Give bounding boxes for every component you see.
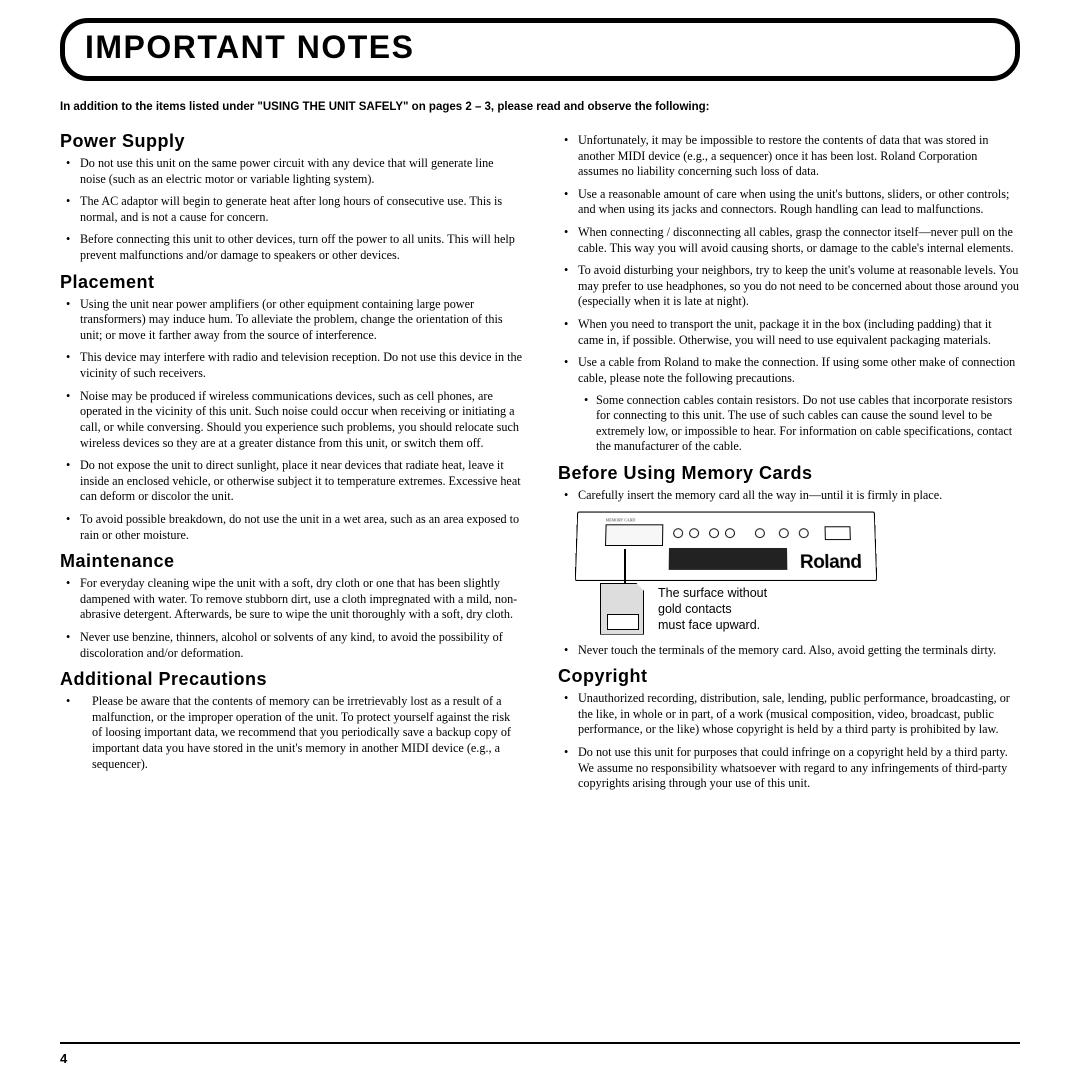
content-columns: Power Supply Do not use this unit on the…: [60, 123, 1020, 799]
diagram-caption: The surface without gold contacts must f…: [658, 585, 767, 634]
caption-line: gold contacts: [658, 602, 732, 616]
list-item: Use a cable from Roland to make the conn…: [578, 355, 1020, 455]
list-item: Do not expose the unit to direct sunligh…: [80, 458, 522, 505]
heading-power-supply: Power Supply: [60, 131, 522, 152]
device-rear-panel-icon: MEMORY CARD Roland: [575, 511, 877, 580]
list-item: When you need to transport the unit, pac…: [578, 317, 1020, 348]
left-column: Power Supply Do not use this unit on the…: [60, 123, 522, 799]
page-title: IMPORTANT NOTES: [85, 29, 995, 66]
brand-logo: Roland: [800, 552, 862, 574]
list-item: The AC adaptor will begin to generate he…: [80, 194, 522, 225]
list-memory-2: Never touch the terminals of the memory …: [558, 643, 1020, 659]
heading-memory: Before Using Memory Cards: [558, 463, 1020, 484]
heading-maintenance: Maintenance: [60, 551, 522, 572]
list-item: To avoid possible breakdown, do not use …: [80, 512, 522, 543]
list-item: Please be aware that the contents of mem…: [80, 694, 522, 772]
caption-line: must face upward.: [658, 618, 760, 632]
caption-line: The surface without: [658, 586, 767, 600]
list-item: Do not use this unit for purposes that c…: [578, 745, 1020, 792]
list-copyright: Unauthorized recording, distribution, sa…: [558, 691, 1020, 792]
page-number: 4: [60, 1051, 67, 1066]
list-item-text: Use a cable from Roland to make the conn…: [578, 355, 1015, 385]
footer-rule: [60, 1042, 1020, 1045]
list-item: When connecting / disconnecting all cabl…: [578, 225, 1020, 256]
list-item: Before connecting this unit to other dev…: [80, 232, 522, 263]
list-item: This device may interfere with radio and…: [80, 350, 522, 381]
heading-additional: Additional Precautions: [60, 669, 522, 690]
intro-text: In addition to the items listed under "U…: [60, 101, 1020, 113]
list-item: Do not use this unit on the same power c…: [80, 156, 522, 187]
memory-card-icon: [600, 583, 644, 635]
title-frame: IMPORTANT NOTES: [60, 18, 1020, 81]
list-item: Noise may be produced if wireless commun…: [80, 389, 522, 451]
list-item: For everyday cleaning wipe the unit with…: [80, 576, 522, 623]
heading-placement: Placement: [60, 272, 522, 293]
list-memory: Carefully insert the memory card all the…: [558, 488, 1020, 504]
right-column: Unfortunately, it may be impossible to r…: [558, 123, 1020, 799]
list-item: Never use benzine, thinners, alcohol or …: [80, 630, 522, 661]
list-power-supply: Do not use this unit on the same power c…: [60, 156, 522, 264]
heading-copyright: Copyright: [558, 666, 1020, 687]
list-item: Unauthorized recording, distribution, sa…: [578, 691, 1020, 738]
list-placement: Using the unit near power amplifiers (or…: [60, 297, 522, 544]
list-maintenance: For everyday cleaning wipe the unit with…: [60, 576, 522, 661]
list-item: Unfortunately, it may be impossible to r…: [578, 133, 1020, 180]
list-item: Use a reasonable amount of care when usi…: [578, 187, 1020, 218]
list-item: Some connection cables contain resistors…: [596, 393, 1020, 455]
sub-list: Some connection cables contain resistors…: [578, 393, 1020, 455]
list-additional: Please be aware that the contents of mem…: [60, 694, 522, 772]
list-right-top: Unfortunately, it may be impossible to r…: [558, 133, 1020, 455]
list-item: Using the unit near power amplifiers (or…: [80, 297, 522, 344]
rear-panel-diagram: MEMORY CARD Roland The surface without g…: [576, 511, 1020, 635]
list-item: Never touch the terminals of the memory …: [578, 643, 1020, 659]
list-item: Carefully insert the memory card all the…: [578, 488, 1020, 504]
list-item: To avoid disturbing your neighbors, try …: [578, 263, 1020, 310]
